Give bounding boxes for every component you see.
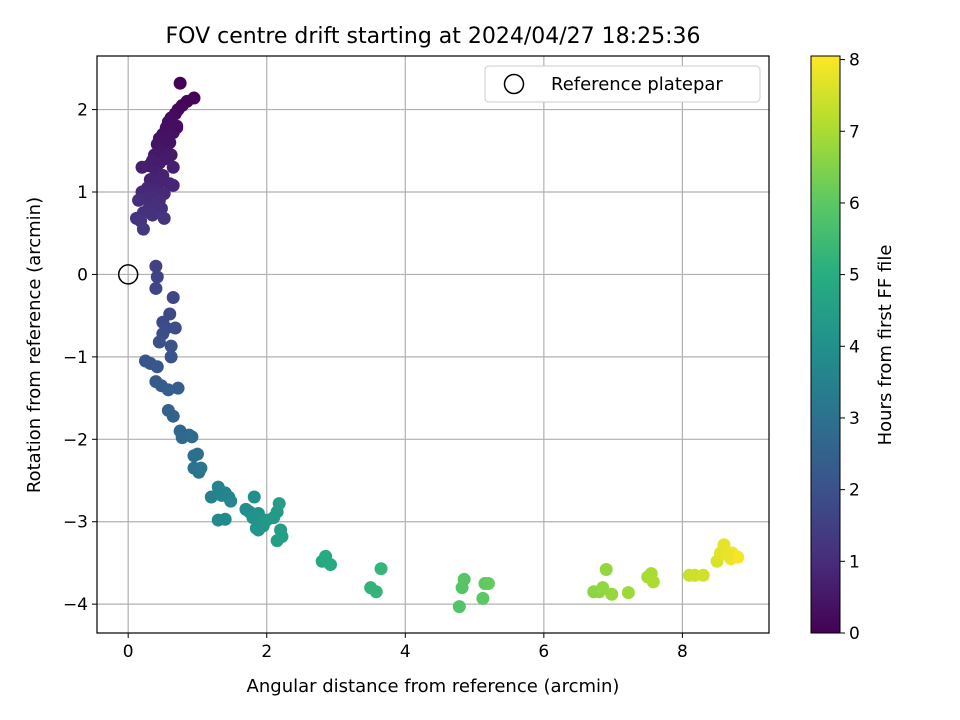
data-point bbox=[149, 259, 163, 273]
plot-frame bbox=[96, 55, 770, 634]
legend-entry-reference: Reference platepar bbox=[551, 74, 723, 95]
data-point bbox=[476, 591, 490, 605]
colorbar-tick-label: 5 bbox=[849, 266, 860, 286]
data-point bbox=[369, 585, 383, 599]
data-point bbox=[596, 581, 610, 595]
x-tick-label: 6 bbox=[538, 642, 549, 662]
data-point bbox=[166, 160, 180, 174]
data-point bbox=[149, 281, 163, 295]
data-point bbox=[224, 494, 238, 508]
data-point bbox=[166, 178, 180, 192]
colorbar-tick-label: 2 bbox=[849, 481, 860, 501]
colorbar: 0 1 2 3 4 5 6 7 8 Hours from first FF file bbox=[810, 51, 896, 644]
data-point bbox=[720, 548, 734, 562]
colorbar-tick-label: 3 bbox=[849, 409, 860, 429]
data-point bbox=[161, 383, 175, 397]
chart-title: FOV centre drift starting at 2024/04/27 … bbox=[166, 24, 701, 49]
data-point bbox=[247, 490, 261, 504]
data-point bbox=[696, 568, 710, 582]
data-point bbox=[270, 534, 284, 548]
colorbar-tick-label: 8 bbox=[849, 51, 860, 71]
colorbar-tick-label: 7 bbox=[849, 122, 860, 142]
data-point bbox=[204, 490, 218, 504]
colorbar-ticks: 0 1 2 3 4 5 6 7 8 bbox=[840, 51, 860, 644]
data-point bbox=[605, 587, 619, 601]
data-point bbox=[731, 550, 745, 564]
y-axis-label: Rotation from reference (arcmin) bbox=[24, 197, 45, 493]
colorbar-tick-label: 6 bbox=[849, 194, 860, 214]
data-point bbox=[481, 577, 495, 591]
data-point bbox=[164, 339, 178, 353]
data-point bbox=[599, 563, 613, 577]
data-point bbox=[135, 160, 149, 174]
data-point bbox=[185, 430, 199, 444]
grid bbox=[97, 56, 769, 633]
legend-marker-reference bbox=[503, 73, 525, 95]
data-point bbox=[145, 208, 159, 222]
data-point bbox=[194, 461, 208, 475]
data-point bbox=[272, 497, 286, 511]
y-axis-ticks: −4 −3 −2 −1 0 1 2 bbox=[63, 101, 97, 615]
data-point bbox=[170, 121, 184, 135]
data-point bbox=[323, 558, 337, 572]
data-point bbox=[251, 523, 265, 537]
data-points bbox=[129, 76, 745, 614]
reference-marker bbox=[117, 264, 139, 285]
y-tick-label: −2 bbox=[63, 430, 88, 450]
legend-box bbox=[484, 65, 761, 103]
data-point bbox=[218, 512, 232, 526]
data-point bbox=[159, 134, 173, 148]
data-point bbox=[154, 201, 168, 215]
data-point bbox=[168, 321, 182, 335]
colorbar-tick-label: 4 bbox=[849, 337, 860, 357]
data-point bbox=[374, 562, 388, 576]
legend: Reference platepar bbox=[484, 65, 761, 103]
y-tick-label: 0 bbox=[77, 265, 88, 285]
y-tick-label: −4 bbox=[63, 595, 88, 615]
data-point bbox=[166, 291, 180, 305]
data-point bbox=[452, 600, 466, 614]
data-point bbox=[457, 572, 471, 586]
data-point bbox=[621, 586, 635, 600]
data-point bbox=[150, 270, 164, 284]
y-tick-label: −1 bbox=[63, 348, 88, 368]
data-point bbox=[646, 575, 660, 589]
data-point bbox=[136, 222, 150, 236]
data-point bbox=[190, 447, 204, 461]
data-point bbox=[166, 409, 180, 423]
x-tick-label: 0 bbox=[123, 642, 134, 662]
x-axis-ticks: 0 2 4 6 8 bbox=[123, 633, 688, 662]
data-point bbox=[717, 538, 731, 552]
data-point bbox=[173, 76, 187, 90]
data-point bbox=[157, 211, 171, 225]
data-point bbox=[152, 335, 166, 349]
x-tick-label: 8 bbox=[677, 642, 688, 662]
y-tick-label: 1 bbox=[77, 183, 88, 203]
y-tick-label: 2 bbox=[77, 101, 88, 121]
y-tick-label: −3 bbox=[63, 513, 88, 533]
data-point bbox=[171, 381, 185, 395]
data-point bbox=[132, 193, 146, 207]
data-point bbox=[150, 360, 164, 374]
x-axis-label: Angular distance from reference (arcmin) bbox=[247, 676, 620, 697]
colorbar-tick-label: 1 bbox=[849, 552, 860, 572]
data-point bbox=[164, 350, 178, 364]
colorbar-tick-label: 0 bbox=[849, 624, 860, 644]
x-tick-label: 2 bbox=[261, 642, 272, 662]
x-tick-label: 4 bbox=[400, 642, 411, 662]
colorbar-label: Hours from first FF file bbox=[875, 245, 896, 446]
colorbar-gradient bbox=[810, 55, 841, 634]
